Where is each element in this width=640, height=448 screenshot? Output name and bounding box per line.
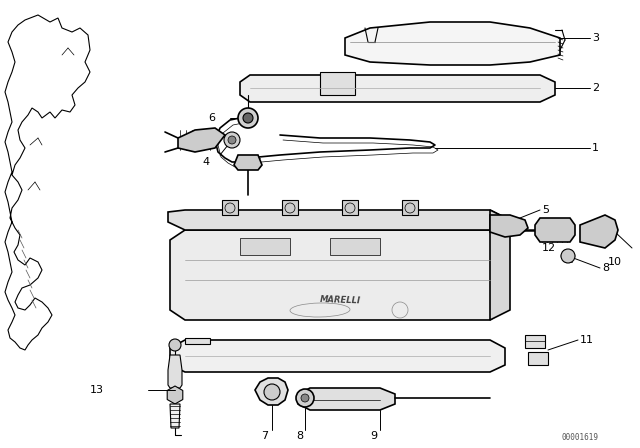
Polygon shape <box>490 215 528 237</box>
Polygon shape <box>170 404 180 428</box>
Polygon shape <box>535 218 575 242</box>
Text: 9: 9 <box>371 431 378 441</box>
Polygon shape <box>342 200 358 215</box>
Circle shape <box>345 203 355 213</box>
Circle shape <box>243 113 253 123</box>
Text: 10: 10 <box>608 257 622 267</box>
Polygon shape <box>240 75 555 102</box>
Circle shape <box>224 132 240 148</box>
Polygon shape <box>167 386 183 404</box>
Polygon shape <box>234 155 262 170</box>
Text: MARELLI: MARELLI <box>319 295 361 305</box>
Circle shape <box>264 384 280 400</box>
Polygon shape <box>490 210 510 320</box>
Text: 8: 8 <box>602 263 609 273</box>
Text: 2: 2 <box>592 83 599 93</box>
Polygon shape <box>170 340 505 372</box>
Text: 6: 6 <box>208 113 215 123</box>
Polygon shape <box>320 72 355 95</box>
Polygon shape <box>240 238 290 255</box>
Polygon shape <box>330 238 380 255</box>
Text: 11: 11 <box>580 335 594 345</box>
Polygon shape <box>580 215 618 248</box>
Circle shape <box>285 203 295 213</box>
Polygon shape <box>170 230 505 320</box>
Text: 00001619: 00001619 <box>561 432 598 441</box>
Text: 13: 13 <box>90 385 104 395</box>
Polygon shape <box>402 200 418 215</box>
Circle shape <box>301 394 309 402</box>
Text: 7: 7 <box>261 431 269 441</box>
Text: 5: 5 <box>542 205 549 215</box>
Text: 4: 4 <box>203 157 210 167</box>
Circle shape <box>238 108 258 128</box>
Circle shape <box>405 203 415 213</box>
Circle shape <box>296 389 314 407</box>
Polygon shape <box>298 388 395 410</box>
Text: 8: 8 <box>296 431 303 441</box>
Polygon shape <box>178 128 225 152</box>
Circle shape <box>228 136 236 144</box>
Text: 12: 12 <box>542 243 556 253</box>
Polygon shape <box>168 210 510 232</box>
Circle shape <box>561 249 575 263</box>
Text: 3: 3 <box>592 33 599 43</box>
Circle shape <box>169 339 181 351</box>
Polygon shape <box>222 200 238 215</box>
Polygon shape <box>185 338 210 344</box>
Circle shape <box>225 203 235 213</box>
Polygon shape <box>528 352 548 365</box>
Polygon shape <box>525 335 545 348</box>
Polygon shape <box>168 355 182 388</box>
Polygon shape <box>282 200 298 215</box>
Polygon shape <box>345 22 560 65</box>
Polygon shape <box>255 378 288 405</box>
Text: 1: 1 <box>592 143 599 153</box>
